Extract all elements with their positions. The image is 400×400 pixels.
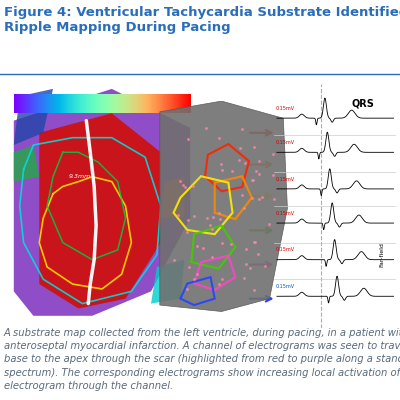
- Text: Figure 4: Ventricular Tachycardia Substrate Identified By
Ripple Mapping During : Figure 4: Ventricular Tachycardia Substr…: [4, 6, 400, 34]
- Text: A substrate map collected from the left ventricle, during pacing, in a patient w: A substrate map collected from the left …: [4, 328, 400, 391]
